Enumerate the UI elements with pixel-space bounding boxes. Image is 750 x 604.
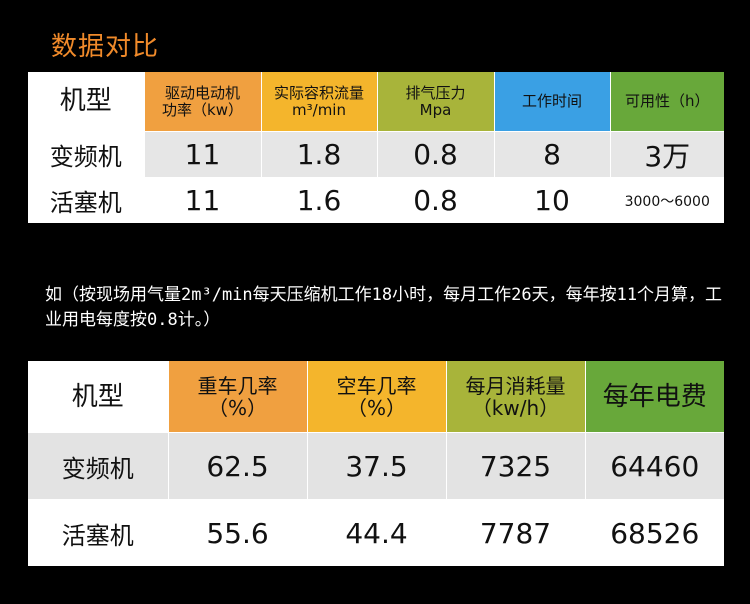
table-header-row: 机型 驱动电动机 功率（kw） 实际容积流量 m³/min 排气压力 Mpa 工… bbox=[28, 72, 724, 132]
header-line: 驱动电动机 bbox=[164, 83, 240, 102]
table-cell: 0.8 bbox=[377, 131, 495, 178]
table-cell: 1.8 bbox=[261, 131, 378, 178]
row-label: 活塞机 bbox=[28, 499, 169, 566]
header-flow: 实际容积流量 m³/min bbox=[261, 72, 378, 132]
corner-label: 机型 bbox=[28, 361, 169, 433]
table-row: 变频机 11 1.8 0.8 8 3万 bbox=[28, 131, 724, 178]
table-cell: 68526 bbox=[585, 499, 724, 566]
row-label: 变频机 bbox=[28, 432, 169, 500]
header-line: （%） bbox=[207, 395, 267, 420]
spec-comparison-table: 机型 驱动电动机 功率（kw） 实际容积流量 m³/min 排气压力 Mpa 工… bbox=[28, 72, 724, 223]
cost-comparison-table: 机型 重车几率 （%） 空车几率 （%） 每月消耗量 （kw/h） 每年电费 变… bbox=[28, 361, 724, 566]
table-cell: 3000～6000 bbox=[610, 177, 724, 223]
header-line: 工作时间 bbox=[521, 92, 582, 110]
header-annual-cost: 每年电费 bbox=[585, 361, 724, 433]
header-line: 可用性（h） bbox=[624, 92, 710, 110]
assumption-note: 如（按现场用气量2m³/min每天压缩机工作18小时，每月工作26天，每年按11… bbox=[45, 285, 723, 330]
header-monthly-consumption: 每月消耗量 （kw/h） bbox=[446, 361, 586, 433]
header-work-time: 工作时间 bbox=[494, 72, 611, 132]
header-line: （%） bbox=[346, 395, 406, 420]
table-cell: 8 bbox=[494, 131, 611, 178]
table-row: 活塞机 55.6 44.4 7787 68526 bbox=[28, 499, 724, 566]
corner-label: 机型 bbox=[28, 72, 145, 132]
header-line: 排气压力 bbox=[405, 83, 466, 102]
table-row: 变频机 62.5 37.5 7325 64460 bbox=[28, 432, 724, 500]
header-line: 重车几率 bbox=[197, 373, 278, 398]
table-cell: 11 bbox=[144, 177, 262, 223]
page-title: 数据对比 bbox=[51, 32, 160, 62]
table-cell: 7325 bbox=[446, 432, 586, 500]
header-line: 空车几率 bbox=[336, 373, 417, 398]
header-motor-power: 驱动电动机 功率（kw） bbox=[144, 72, 262, 132]
header-load-rate: 重车几率 （%） bbox=[168, 361, 308, 433]
row-label: 活塞机 bbox=[28, 177, 145, 223]
header-availability: 可用性（h） bbox=[610, 72, 724, 132]
header-line: 实际容积流量 bbox=[273, 83, 364, 102]
header-line: 每月消耗量 bbox=[465, 373, 566, 398]
table-cell: 1.6 bbox=[261, 177, 378, 223]
table-cell: 11 bbox=[144, 131, 262, 178]
table-cell: 37.5 bbox=[307, 432, 447, 500]
table-cell: 64460 bbox=[585, 432, 724, 500]
table-cell: 55.6 bbox=[168, 499, 308, 566]
table-cell: 10 bbox=[494, 177, 611, 223]
header-line: m³/min bbox=[292, 100, 346, 119]
table-cell: 44.4 bbox=[307, 499, 447, 566]
header-idle-rate: 空车几率 （%） bbox=[307, 361, 447, 433]
row-label: 变频机 bbox=[28, 131, 145, 178]
table-cell: 0.8 bbox=[377, 177, 495, 223]
header-pressure: 排气压力 Mpa bbox=[377, 72, 495, 132]
header-line: 功率（kw） bbox=[162, 100, 243, 119]
table-cell: 62.5 bbox=[168, 432, 308, 500]
header-line: 每年电费 bbox=[602, 381, 707, 412]
header-line: （kw/h） bbox=[471, 395, 560, 420]
table-cell: 3万 bbox=[610, 131, 724, 178]
table-cell: 7787 bbox=[446, 499, 586, 566]
table-row: 活塞机 11 1.6 0.8 10 3000～6000 bbox=[28, 177, 724, 223]
header-line: Mpa bbox=[419, 100, 452, 119]
table-header-row: 机型 重车几率 （%） 空车几率 （%） 每月消耗量 （kw/h） 每年电费 bbox=[28, 361, 724, 433]
